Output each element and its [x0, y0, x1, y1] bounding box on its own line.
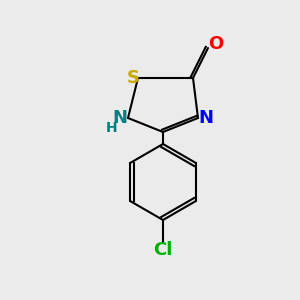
Text: N: N: [112, 109, 128, 127]
Text: H: H: [106, 121, 118, 135]
Text: O: O: [208, 35, 224, 53]
Text: N: N: [199, 109, 214, 127]
Text: Cl: Cl: [153, 241, 173, 259]
Text: S: S: [127, 69, 140, 87]
